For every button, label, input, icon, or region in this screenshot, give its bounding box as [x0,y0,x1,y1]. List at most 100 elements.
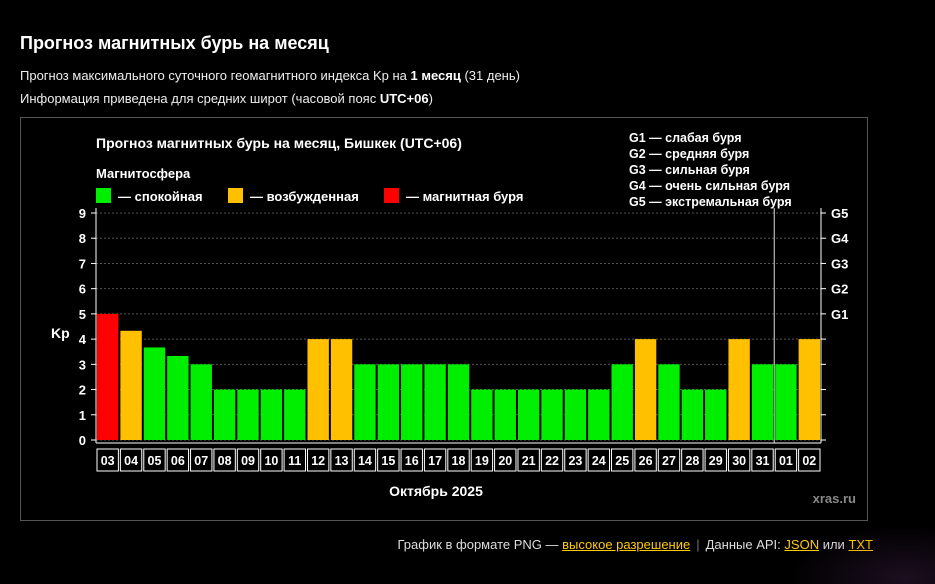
x-tick-box [447,448,470,472]
x-tick-label: 05 [148,454,162,468]
y-tick-label: 7 [79,256,86,271]
x-tick-box [213,448,236,472]
legend-label: — магнитная буря [406,189,523,204]
bar [97,313,119,440]
x-axis-label: Октябрь 2025 [389,483,483,499]
x-tick-label: 13 [335,454,349,468]
x-tick-label: 07 [194,454,208,468]
g-tick-label: G5 [831,206,848,221]
x-tick-label: 20 [498,454,512,468]
bars [97,313,820,440]
g-tick-label: G2 [831,282,848,297]
desc1-bold: 1 месяц [410,68,461,83]
x-tick-label: 22 [545,454,559,468]
bar [143,347,166,440]
x-tick-label: 09 [241,454,255,468]
x-tick-label: 18 [452,454,466,468]
bar [517,389,540,440]
bar [377,364,400,440]
x-tick-box [166,448,190,472]
x-tick-box [540,448,564,472]
page-title: Прогноз магнитных бурь на месяц [20,33,329,53]
x-tick-box [494,448,517,472]
x-tick-label: 15 [381,454,395,468]
legend-swatch [96,188,111,203]
x-tick-box [190,448,213,472]
x-tick-label: 16 [405,454,419,468]
x-tick-label: 21 [522,454,536,468]
legend-swatch [228,188,243,203]
x-tick-label: 28 [685,454,699,468]
y-tick-label: 9 [79,206,86,221]
kp-forecast-chart: Прогноз магнитных бурь на месяц, Бишкек … [51,131,856,506]
x-tick-label: 26 [639,454,653,468]
txt-link[interactable]: TXT [848,537,873,552]
x-tick-label: 31 [756,454,770,468]
bar [447,364,470,440]
x-tick-box [143,448,166,472]
bar [705,389,727,440]
bar [564,389,587,440]
g-scale-item: G2 — средняя буря [629,147,749,161]
bar [330,339,353,440]
bar [775,364,797,440]
x-tick-box [260,448,283,472]
x-tick-box [283,448,306,472]
x-tick-box [119,448,143,472]
bar [401,364,423,440]
y-tick-label: 8 [79,231,86,246]
x-tick-label: 27 [662,454,676,468]
g-scale-legend: G1 — слабая буря G2 — средняя буря G3 — си… [629,131,792,209]
bar [190,364,212,440]
y-tick-label: 6 [79,282,86,297]
x-tick-box [634,448,657,472]
bar [237,389,259,440]
x-tick-label: 04 [124,454,138,468]
x-tick-box [798,448,821,472]
bar [611,364,633,440]
g-ticks: G1 G2 G3 G4 G5 [821,206,849,441]
x-tick-label: 03 [101,454,115,468]
desc1-text: Прогноз максимального суточного геомагни… [20,68,411,83]
bar [751,364,774,440]
legend-swatch [384,188,399,203]
or-text: или [822,537,845,552]
y-axis-label: Kp [51,325,70,341]
hires-link[interactable]: высокое разрешение [562,537,691,552]
api-label: Данные API: [705,537,781,552]
x-tick-label: 01 [779,454,793,468]
bar [681,389,704,440]
x-tick-label: 06 [171,454,185,468]
x-tick-box [564,448,587,472]
x-tick-box [377,448,400,472]
x-tick-box [657,448,681,472]
y-tick-label: 2 [79,383,86,398]
x-tick-label: 14 [358,454,372,468]
x-tick-label: 30 [732,454,746,468]
y-tick-label: 5 [79,307,86,322]
g-scale-item: G5 — экстремальная буря [629,195,792,209]
g-scale-item: G3 — сильная буря [629,163,750,177]
x-tick-box [470,448,494,472]
background-decoration [785,524,935,584]
bar [260,389,283,440]
x-tick-box [96,448,119,472]
chart-title: Прогноз магнитных бурь на месяц, Бишкек … [96,135,462,151]
x-tick-box [774,448,798,472]
bar [798,339,820,440]
y-tick-label: 0 [79,433,86,448]
bar [494,389,516,440]
x-tick-label: 11 [288,454,301,468]
bar [588,389,610,440]
x-tick-box [353,448,377,472]
json-link[interactable]: JSON [784,537,820,552]
description-forecast: Прогноз максимального суточного геомагни… [20,68,520,83]
g-scale-item: G1 — слабая буря [629,131,742,145]
x-tick-box [704,448,727,472]
x-tick-box [423,448,447,472]
x-tick-box [330,448,353,472]
x-tick-label: 25 [615,454,629,468]
bar [728,339,750,440]
x-tick-label: 29 [709,454,723,468]
bar [213,389,236,440]
